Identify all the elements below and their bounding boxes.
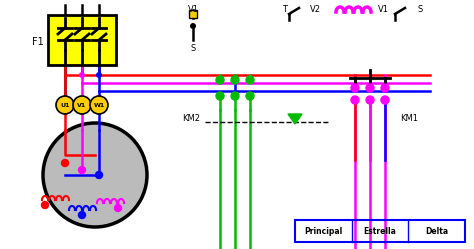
Text: V1: V1 (188, 5, 199, 14)
Text: S: S (191, 44, 196, 53)
Bar (295, 220, 465, 242)
Circle shape (381, 96, 389, 104)
Text: Estrella: Estrella (364, 227, 396, 236)
Circle shape (366, 96, 374, 104)
Text: Delta: Delta (425, 227, 448, 236)
Polygon shape (288, 114, 302, 124)
Circle shape (231, 76, 239, 84)
Bar (48, 15, 116, 65)
Circle shape (246, 76, 254, 84)
Circle shape (115, 204, 121, 211)
Text: KM1: KM1 (400, 114, 418, 123)
Circle shape (351, 84, 359, 92)
Text: T: T (283, 5, 288, 14)
Text: S: S (418, 5, 423, 14)
Text: V2: V2 (310, 5, 320, 14)
Circle shape (73, 96, 91, 114)
Text: W1: W1 (93, 103, 105, 108)
Circle shape (216, 76, 224, 84)
Text: U1: U1 (60, 103, 70, 108)
Circle shape (56, 96, 74, 114)
Circle shape (42, 201, 48, 208)
Circle shape (216, 92, 224, 100)
Circle shape (43, 123, 147, 227)
Circle shape (90, 96, 108, 114)
Circle shape (366, 84, 374, 92)
Circle shape (96, 72, 102, 78)
Text: F1: F1 (32, 37, 44, 47)
Circle shape (231, 92, 239, 100)
Circle shape (246, 92, 254, 100)
Circle shape (79, 211, 85, 219)
Text: V1: V1 (377, 5, 389, 14)
Circle shape (381, 84, 389, 92)
Text: KM2: KM2 (182, 114, 200, 123)
Circle shape (79, 72, 85, 78)
Circle shape (79, 167, 85, 174)
Circle shape (351, 96, 359, 104)
Circle shape (62, 160, 69, 167)
Bar (189, 10, 197, 18)
Circle shape (190, 23, 196, 29)
Circle shape (95, 172, 102, 179)
Text: Principal: Principal (304, 227, 342, 236)
Text: V1: V1 (77, 103, 87, 108)
